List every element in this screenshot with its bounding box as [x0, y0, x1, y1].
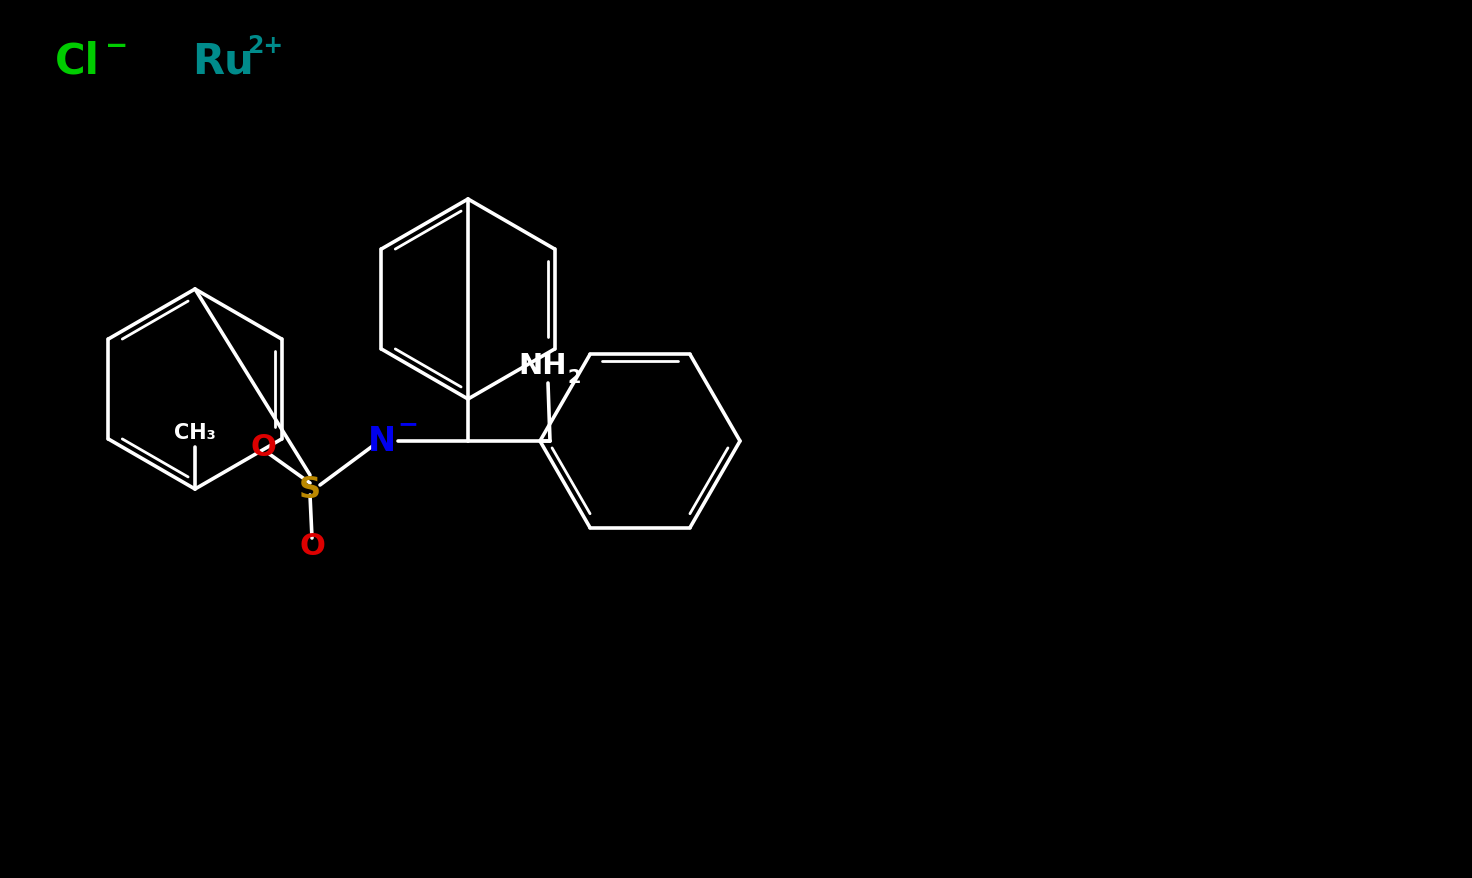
Text: −: − [105, 32, 128, 60]
Text: Ru: Ru [191, 41, 253, 83]
Text: N: N [368, 425, 396, 458]
Text: −: − [397, 412, 418, 435]
Text: 2: 2 [567, 368, 581, 387]
Text: CH₃: CH₃ [174, 422, 216, 443]
Text: NH: NH [518, 351, 567, 379]
Text: 2+: 2+ [247, 34, 283, 58]
Text: O: O [250, 433, 275, 462]
Text: S: S [299, 475, 321, 504]
Text: O: O [299, 532, 325, 561]
Text: Cl: Cl [54, 41, 100, 83]
